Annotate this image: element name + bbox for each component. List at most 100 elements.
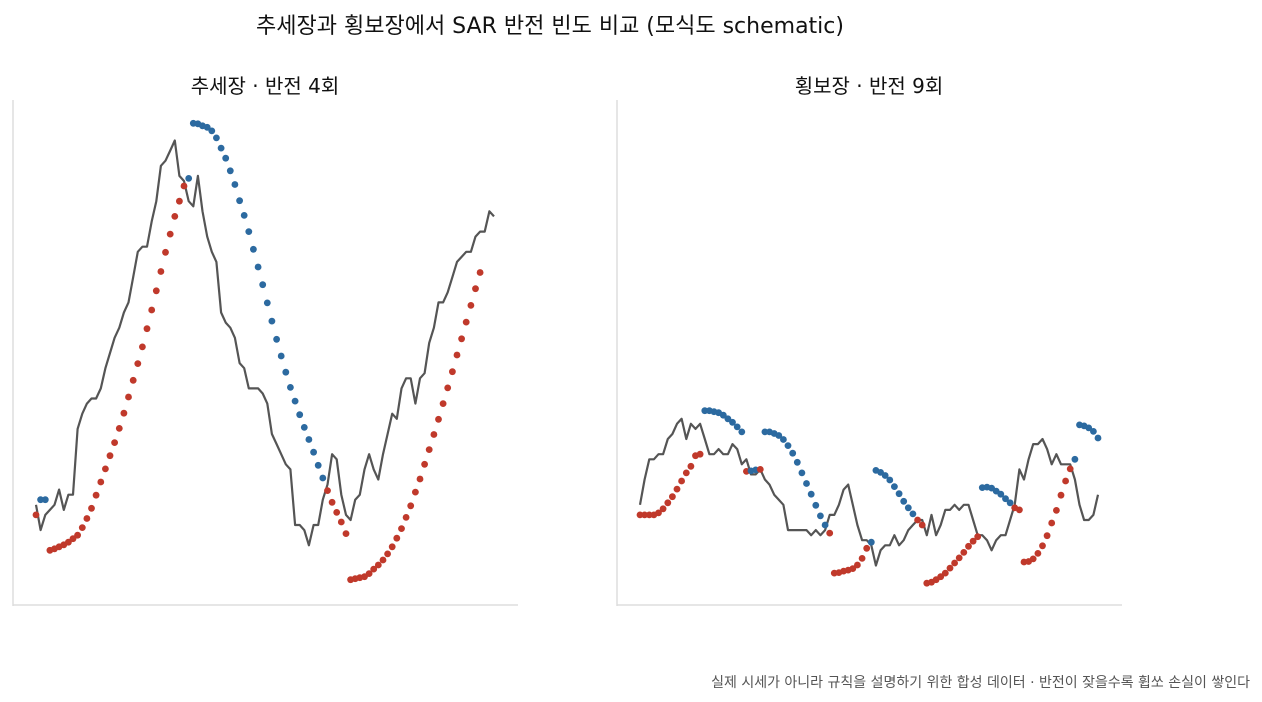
sar-dot-below	[171, 213, 179, 220]
sar-dot-below	[449, 368, 456, 376]
sar-dot-below	[402, 514, 410, 521]
sar-dot-above	[881, 472, 889, 479]
sar-dot-below	[398, 525, 405, 532]
sar-dot-below	[421, 460, 428, 468]
sar-dot-below	[328, 498, 336, 506]
trend-chart	[12, 100, 518, 606]
sar-dot-below	[65, 538, 72, 546]
sar-dot-below	[955, 554, 963, 562]
sar-dot-below	[435, 415, 442, 423]
sar-dot-below	[83, 515, 91, 522]
sar-dot-above	[733, 423, 741, 431]
sar-dot-below	[129, 376, 137, 384]
sar-dot-below	[393, 534, 401, 542]
sar-dot-above	[314, 461, 322, 469]
price-line	[34, 139, 495, 547]
sar-dot-below	[416, 475, 424, 483]
sar-dot-above	[1090, 428, 1097, 435]
sar-dot-above	[250, 245, 257, 253]
panel-title-range: 횡보장 · 반전 9회	[794, 74, 944, 98]
sar-dot-below	[32, 511, 40, 519]
sar-dot-below	[1016, 506, 1023, 514]
sar-dot-below	[858, 555, 866, 562]
sar-dot-below	[365, 570, 373, 577]
sar-dot-above	[213, 134, 220, 142]
sar-dot-above	[287, 384, 294, 391]
sar-dot-below	[370, 565, 378, 573]
sar-dot-below	[388, 543, 396, 551]
sar-dot-below	[678, 477, 685, 485]
sar-dot-below	[946, 564, 954, 572]
panel-title-trend: 추세장 · 반전 4회	[190, 74, 340, 98]
sar-dot-above	[798, 469, 806, 477]
sar-dot-above	[1006, 499, 1014, 507]
sar-dot-below	[1057, 491, 1065, 499]
sar-dot-above	[1094, 434, 1102, 442]
sar-dot-above	[37, 496, 44, 504]
sar-dot-above	[886, 476, 894, 484]
sar-dot-below	[974, 533, 982, 541]
sar-dot-above	[185, 175, 193, 182]
sar-dot-above	[784, 442, 792, 449]
sar-dot-above	[291, 397, 299, 405]
sar-dot-below	[960, 549, 968, 556]
sar-dot-above	[1071, 455, 1079, 463]
sar-dot-below	[1048, 519, 1056, 527]
sar-dot-below	[379, 556, 387, 564]
sar-dot-below	[430, 431, 438, 438]
sar-dot-below	[669, 493, 676, 501]
sar-dot-below	[1034, 550, 1042, 557]
sar-dot-above	[319, 474, 327, 482]
sar-dot-above	[305, 436, 313, 443]
sar-dot-below	[655, 509, 662, 517]
sar-dot-below	[162, 248, 169, 256]
sar-dot-below	[384, 550, 391, 558]
sar-dot-below	[425, 446, 433, 453]
sar-dot-above	[254, 263, 262, 271]
sar-dot-below	[682, 469, 690, 477]
sar-dot-below	[374, 561, 382, 569]
sar-dot-above	[867, 538, 875, 546]
sar-dot-below	[88, 504, 95, 512]
sar-dot-above	[719, 411, 727, 419]
sar-dot-above	[789, 449, 797, 457]
sar-dot-above	[273, 335, 280, 343]
sar-dot-below	[965, 542, 972, 550]
sar-dot-below	[1053, 507, 1060, 514]
sar-dot-below	[407, 502, 415, 510]
sar-dot-below	[453, 351, 461, 359]
sar-dot-above	[900, 497, 908, 505]
sar-dot-above	[807, 490, 815, 498]
sar-dot-above	[240, 212, 248, 219]
sar-dot-above	[775, 432, 783, 439]
sar-dot-below	[102, 465, 109, 473]
sar-dot-below	[1039, 542, 1046, 550]
sar-dot-below	[74, 531, 81, 539]
sar-dot-below	[756, 466, 764, 473]
sar-dot-below	[687, 462, 695, 470]
sar-dot-below	[143, 325, 151, 333]
sar-dot-above	[793, 458, 801, 466]
sar-dot-below	[333, 509, 341, 516]
sar-dot-below	[439, 400, 447, 407]
sar-dot-above	[222, 154, 230, 162]
sar-dot-below	[641, 511, 648, 519]
sar-dot-above	[821, 521, 829, 529]
sar-dot-below	[97, 478, 105, 486]
sar-dot-below	[458, 335, 465, 343]
range-chart	[616, 100, 1122, 606]
sar-dot-above	[817, 512, 824, 520]
sar-dot-below	[467, 302, 475, 309]
sar-dot-below	[139, 343, 146, 351]
sar-dot-below	[937, 573, 945, 581]
sar-dot-below	[111, 439, 118, 446]
sar-dot-above	[277, 352, 285, 360]
sar-dot-above	[812, 501, 820, 509]
sar-dot-below	[673, 485, 681, 493]
sar-dot-below	[69, 535, 77, 543]
sar-dot-above	[226, 167, 234, 175]
sar-dot-below	[659, 505, 667, 513]
sar-dot-below	[696, 450, 704, 458]
sar-dot-above	[300, 424, 308, 431]
sar-dot-above	[236, 197, 244, 205]
